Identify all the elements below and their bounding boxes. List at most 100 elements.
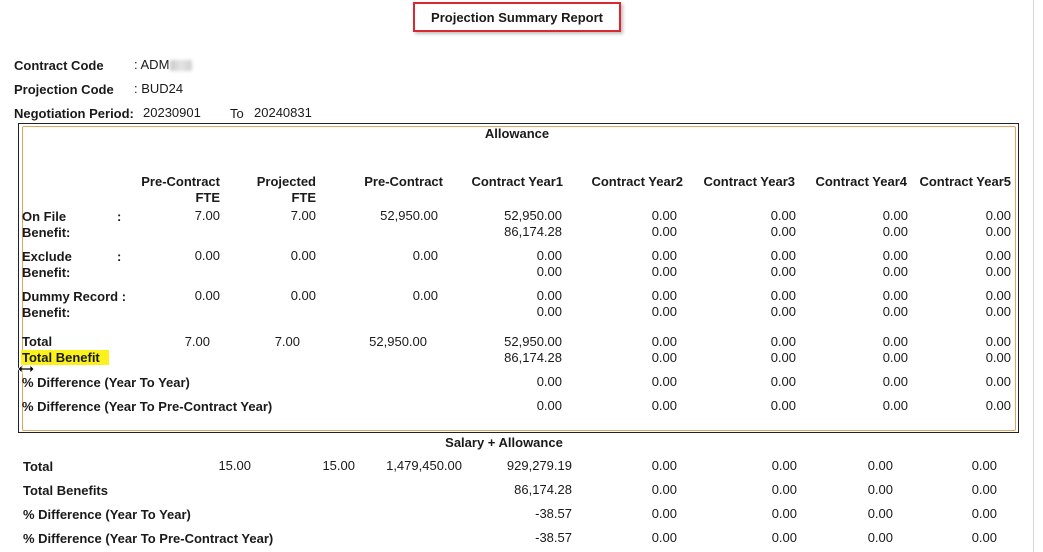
allowance-diff-ytp-year4: 0.00	[882, 398, 908, 413]
cell-year2: 0.00	[651, 288, 677, 303]
cell-pre-contract: 0.00	[412, 288, 438, 303]
salary-total-benefits-label: Total Benefits	[23, 483, 108, 498]
cell-benefit-year2: 0.00	[651, 224, 677, 239]
cell-proj-fte: 7.00	[290, 208, 316, 223]
allowance-diff-yty-year3: 0.00	[770, 374, 796, 389]
salary-total-benefits-year3: 0.00	[771, 482, 797, 497]
salary-diff-yty-year3: 0.00	[771, 506, 797, 521]
salary-total-benefits-year4: 0.00	[867, 482, 893, 497]
cell-year4: 0.00	[882, 288, 908, 303]
period-from: 20230901	[143, 105, 201, 120]
total-year5: 0.00	[985, 334, 1011, 349]
report-title-text: Projection Summary Report	[431, 9, 603, 25]
total-year3: 0.00	[770, 334, 796, 349]
salary-diff-yty-year1: -38.57	[535, 506, 572, 521]
row-benefit-label: Benefit:	[22, 305, 71, 320]
cell-pre-fte: 0.00	[194, 288, 220, 303]
cell-benefit-year1: 86,174.28	[504, 224, 562, 239]
resize-cursor-icon	[17, 364, 35, 374]
allowance-diff-yty-year5: 0.00	[985, 374, 1011, 389]
salary-diff-ytp-year1: -38.57	[535, 530, 572, 545]
period-to: 20240831	[254, 105, 312, 120]
header-contract-year1: Contract Year1	[471, 174, 563, 189]
total-proj-fte: 7.00	[274, 334, 300, 349]
total-pre-fte: 7.00	[184, 334, 210, 349]
total-year2: 0.00	[651, 334, 677, 349]
salary-total-proj-fte: 15.00	[322, 458, 355, 473]
salary-diff-yty-label: % Difference (Year To Year)	[23, 507, 191, 522]
cell-benefit-year4: 0.00	[882, 304, 908, 319]
cell-benefit-year2: 0.00	[651, 264, 677, 279]
projection-code-value: : BUD24	[134, 81, 184, 96]
header-contract-year2: Contract Year2	[591, 174, 683, 189]
cell-pre-contract: 52,950.00	[380, 208, 438, 223]
cell-benefit-year1: 0.00	[536, 264, 562, 279]
salary-total-year4: 0.00	[867, 458, 893, 473]
allowance-diff-ytp-label: % Difference (Year To Pre-Contract Year)	[22, 399, 273, 414]
cell-benefit-year4: 0.00	[882, 264, 908, 279]
cell-benefit-year4: 0.00	[882, 224, 908, 239]
total-benefit-label: Total Benefit	[21, 350, 109, 365]
salary-diff-yty-year4: 0.00	[867, 506, 893, 521]
total-year1: 52,950.00	[504, 334, 562, 349]
page-edge-rule	[1033, 0, 1034, 552]
period-to-label: To	[230, 106, 244, 121]
cell-benefit-year3: 0.00	[770, 304, 796, 319]
cell-year3: 0.00	[770, 208, 796, 223]
cell-pre-fte: 0.00	[194, 248, 220, 263]
allowance-box-outer	[18, 123, 1019, 433]
salary-total-label: Total	[23, 459, 54, 474]
header-pre-contract-fte-unit: FTE	[195, 190, 220, 205]
cell-year5: 0.00	[985, 208, 1011, 223]
cell-benefit-year3: 0.00	[770, 224, 796, 239]
salary-total-year3: 0.00	[771, 458, 797, 473]
allowance-diff-ytp-year5: 0.00	[985, 398, 1011, 413]
salary-diff-yty-year5: 0.00	[971, 506, 997, 521]
header-contract-year5: Contract Year5	[919, 174, 1011, 189]
row-colon: :	[117, 209, 122, 224]
row-benefit-label: Benefit:	[22, 225, 71, 240]
allowance-diff-yty-label: % Difference (Year To Year)	[22, 375, 190, 390]
row-label-exclude: Exclude	[22, 249, 72, 264]
allowance-diff-yty-year1: 0.00	[536, 374, 562, 389]
row-label-dummy-record: Dummy Record :	[22, 289, 127, 304]
total-year4: 0.00	[882, 334, 908, 349]
salary-total-pre-contract: 1,479,450.00	[386, 458, 462, 473]
cell-year1: 0.00	[536, 248, 562, 263]
cell-year5: 0.00	[985, 288, 1011, 303]
allowance-diff-yty-year4: 0.00	[882, 374, 908, 389]
cell-benefit-year1: 0.00	[536, 304, 562, 319]
salary-total-year1: 929,279.19	[506, 458, 572, 473]
cell-year1: 0.00	[536, 288, 562, 303]
cell-benefit-year3: 0.00	[770, 264, 796, 279]
salary-total-pre-fte: 15.00	[218, 458, 251, 473]
salary-diff-ytp-year2: 0.00	[651, 530, 677, 545]
cell-pre-contract: 0.00	[412, 248, 438, 263]
contract-code-value: : ADM	[134, 57, 193, 72]
total-benefit-year2: 0.00	[651, 350, 677, 365]
header-contract-year3: Contract Year3	[703, 174, 795, 189]
salary-total-benefits-year1: 86,174.28	[514, 482, 572, 497]
allowance-diff-yty-year2: 0.00	[651, 374, 677, 389]
salary-diff-ytp-year5: 0.00	[971, 530, 997, 545]
total-benefit-year1: 86,174.28	[504, 350, 562, 365]
salary-section-title: Salary + Allowance	[445, 435, 563, 450]
header-pre-contract-fte: Pre-Contract	[141, 174, 220, 189]
salary-diff-ytp-year3: 0.00	[771, 530, 797, 545]
allowance-box-inner	[22, 126, 1016, 431]
cell-benefit-year2: 0.00	[651, 304, 677, 319]
total-pre-contract: 52,950.00	[369, 334, 427, 349]
cell-year2: 0.00	[651, 248, 677, 263]
cell-pre-fte: 7.00	[194, 208, 220, 223]
cell-year1: 52,950.00	[504, 208, 562, 223]
cell-benefit-year5: 0.00	[985, 264, 1011, 279]
cell-year2: 0.00	[651, 208, 677, 223]
salary-total-year5: 0.00	[971, 458, 997, 473]
allowance-diff-ytp-year3: 0.00	[770, 398, 796, 413]
report-title: Projection Summary Report	[413, 2, 621, 32]
salary-diff-ytp-label: % Difference (Year To Pre-Contract Year)	[23, 531, 274, 546]
allowance-diff-ytp-year2: 0.00	[651, 398, 677, 413]
allowance-diff-ytp-year1: 0.00	[536, 398, 562, 413]
header-contract-year4: Contract Year4	[815, 174, 907, 189]
total-benefit-year3: 0.00	[770, 350, 796, 365]
